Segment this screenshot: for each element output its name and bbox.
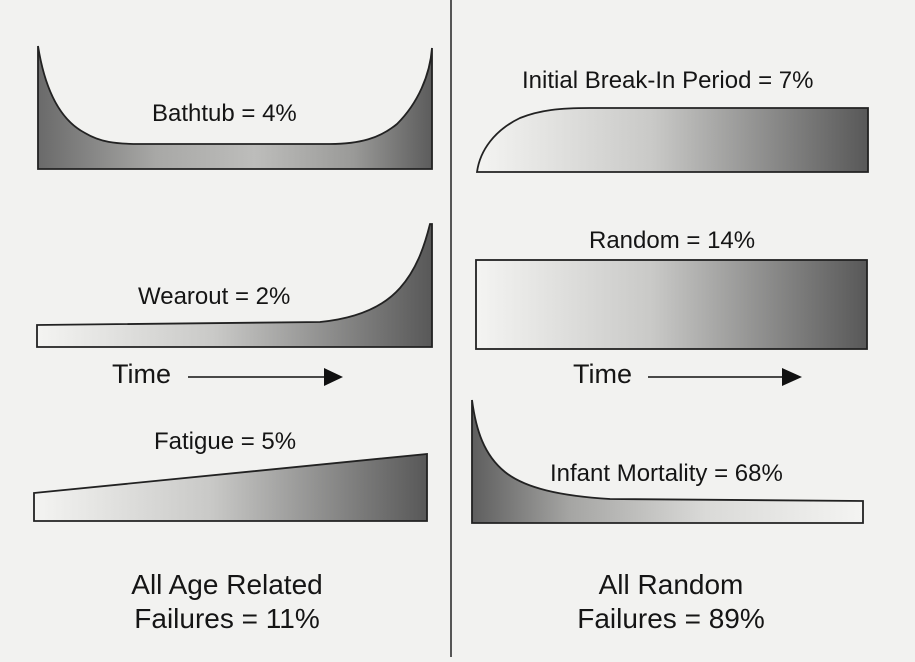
- infant-mortality-label: Infant Mortality = 68%: [550, 460, 783, 487]
- random-summary-line2: Failures = 89%: [577, 603, 765, 634]
- age-related-summary: All Age Related Failures = 11%: [96, 568, 358, 636]
- initial-break-in-label: Initial Break-In Period = 7%: [522, 67, 814, 94]
- time-label-right: Time: [573, 359, 632, 389]
- bathtub-curve: [37, 45, 433, 170]
- time-label-left: Time: [112, 359, 171, 389]
- random-summary-line1: All Random: [598, 569, 744, 600]
- age-related-summary-line2: Failures = 11%: [134, 603, 320, 634]
- random-curve: [475, 259, 868, 350]
- initial-break-in-curve: [475, 107, 869, 173]
- fatigue-curve: [33, 453, 428, 522]
- time-arrow-left: [188, 368, 343, 386]
- bathtub-label: Bathtub = 4%: [152, 100, 297, 127]
- infant-mortality-curve: [471, 399, 864, 524]
- time-arrow-right: [648, 368, 802, 386]
- random-summary: All Random Failures = 89%: [540, 568, 802, 636]
- wearout-curve: [36, 223, 433, 348]
- fatigue-label: Fatigue = 5%: [154, 428, 297, 455]
- random-label: Random = 14%: [589, 227, 756, 254]
- age-related-summary-line1: All Age Related: [131, 569, 323, 600]
- wearout-label: Wearout = 2%: [138, 283, 291, 310]
